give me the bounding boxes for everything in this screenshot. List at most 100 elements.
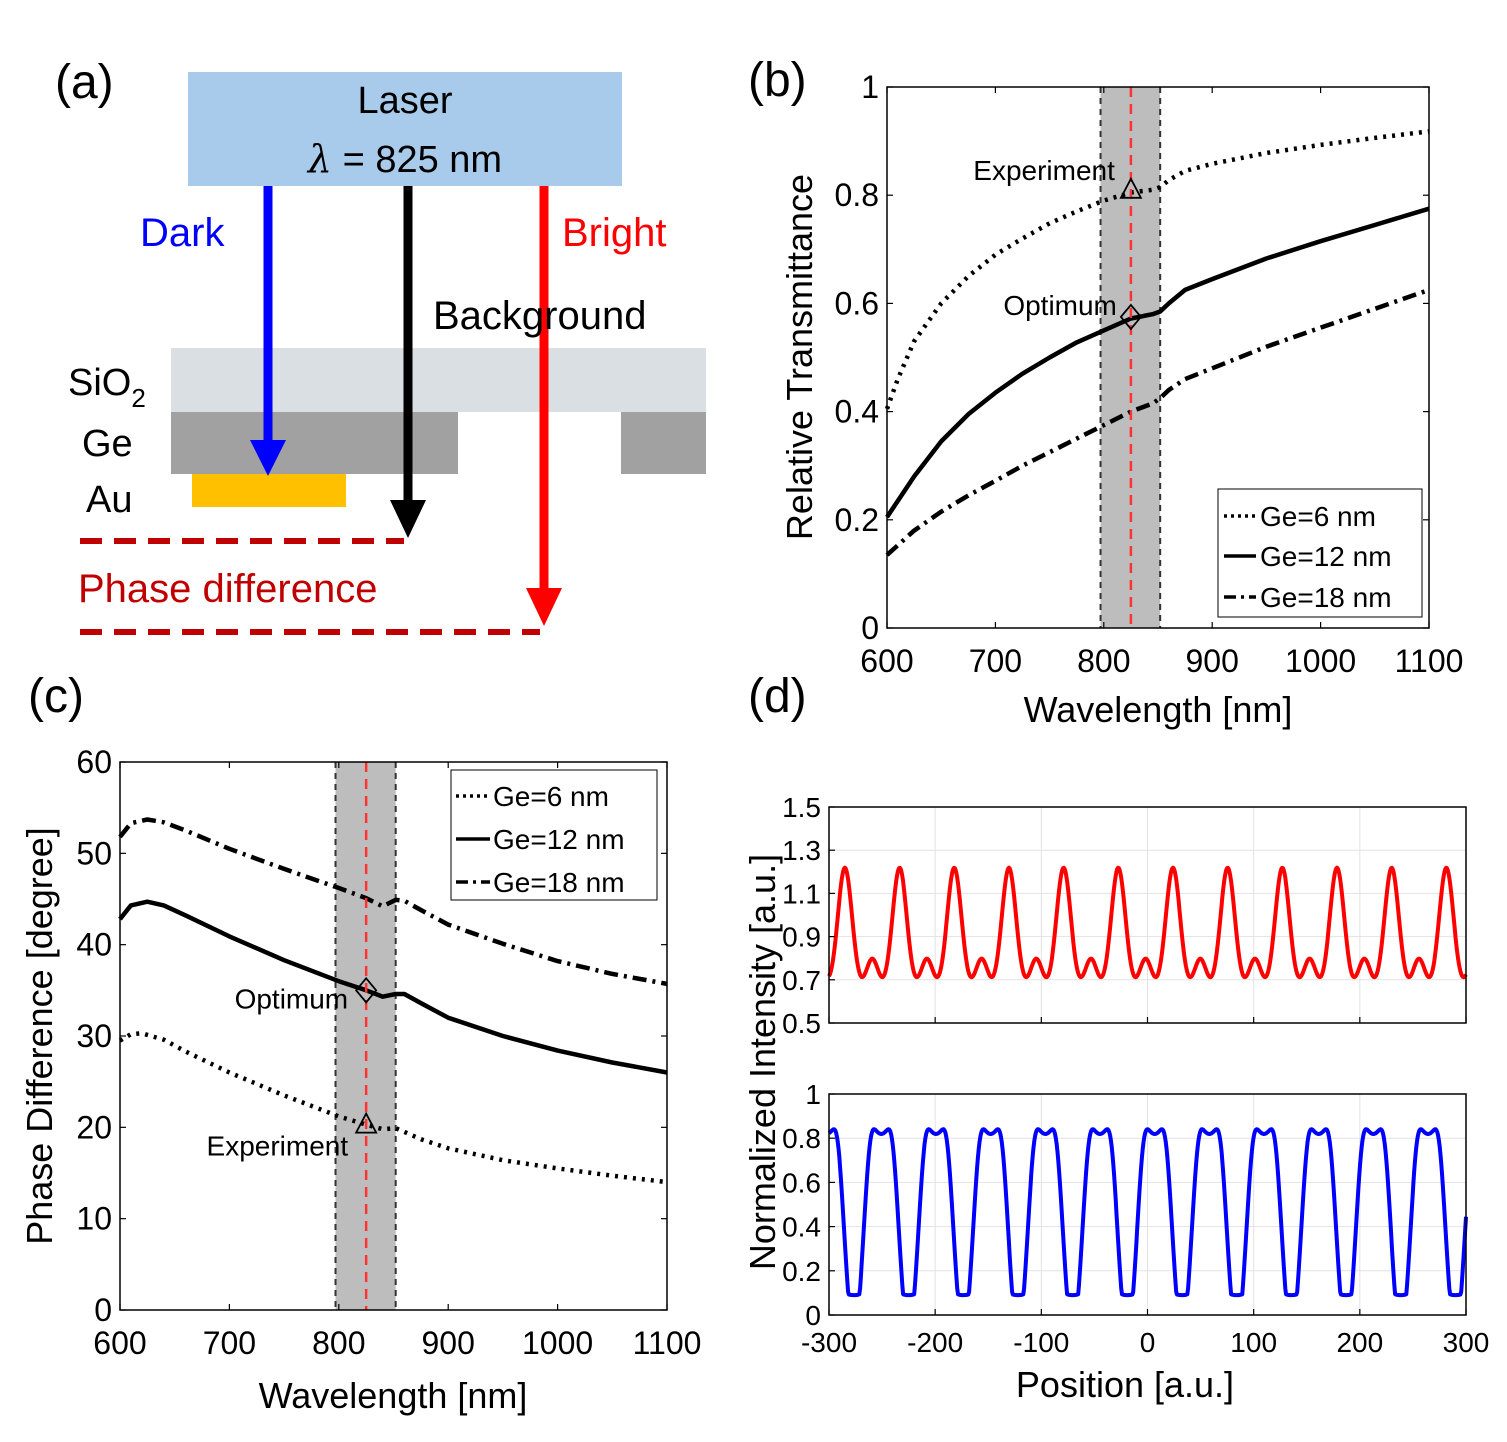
sio2-layer (171, 348, 706, 412)
ge-label: Ge (82, 423, 133, 465)
panel-c-legend-18nm: Ge=18 nm (493, 867, 625, 898)
panel-d-ytick-label: 0.5 (782, 1008, 821, 1039)
panel-d-xlabel: Position [a.u.] (1016, 1364, 1234, 1405)
sio2-label-main: SiO (68, 362, 131, 404)
bright-arrow-head (526, 588, 562, 626)
panel-d-ticks: 0.5 0.7 0.9 1.1 1.3 1.5 -300 -200 -100 0 100 200 300… (782, 792, 1489, 1358)
panel-d-top-grid (828, 806, 1467, 1024)
panel-b-x-ticks: 600 700 800 900 1000 1100 (860, 87, 1463, 679)
b-series-ge-12-nm (885, 206, 1430, 519)
panel-c-xlabel: Wavelength [nm] (259, 1375, 528, 1416)
b-annotation-optimum: Optimum (1003, 290, 1117, 321)
panel-d-ytick-label: 1.3 (782, 835, 821, 866)
lambda-value: = 825 nm (332, 139, 502, 181)
c-annotation-experiment: Experiment (207, 1131, 349, 1162)
panel-b-annotations: Experiment Optimum (973, 87, 1143, 628)
c-ytick-label: 20 (76, 1109, 112, 1145)
panel-d-xtick-label: -300 (801, 1327, 857, 1358)
panel-c-legend-box (450, 769, 658, 901)
dark-label: Dark (140, 211, 225, 255)
b-xtick-label: 700 (969, 643, 1022, 679)
panel-b-legend-12nm: Ge=12 nm (1260, 541, 1392, 572)
panel-d-ytick-label: 0.4 (782, 1212, 821, 1243)
panel-d-curves (827, 865, 1468, 1298)
panel-d-ytick-label: 0.9 (782, 922, 821, 953)
au-pad (192, 474, 346, 507)
b-ytick-label: 0 (861, 610, 879, 646)
panel-c-legend-6nm: Ge=6 nm (493, 781, 609, 812)
panel-b-series (884, 129, 1430, 557)
panel-d-bottom-grid (828, 1093, 1467, 1316)
background-arrow-head (390, 500, 426, 538)
b-xtick-label: 600 (860, 643, 913, 679)
panel-d-ytick-label: 1.5 (782, 792, 821, 823)
panel-d-ytick-label: 0.7 (782, 965, 821, 996)
c-xtick-label: 900 (422, 1325, 475, 1361)
panel-d-ytick-label: 0.6 (782, 1167, 821, 1198)
panel-d: (d) 0.5 0.7 0.9 1.1 1.3 1.5 -300 -200 -100 0 100 20… (742, 670, 1489, 1405)
panel-d-xtick-label: -100 (1013, 1327, 1069, 1358)
dark-arrow-head (250, 440, 286, 476)
bright-label: Bright (562, 211, 667, 255)
b-xtick-label: 800 (1077, 643, 1130, 679)
sio2-label-subscript: 2 (131, 383, 145, 413)
panel-c-label: (c) (28, 670, 84, 723)
b-xtick-label: 1000 (1285, 643, 1356, 679)
c-optimum-marker (354, 976, 378, 1004)
laser-wavelength: λ = 825 nm (306, 137, 502, 181)
panel-a-label: (a) (55, 56, 114, 109)
c-series-ge-18-nm (118, 817, 668, 987)
phase-difference-label: Phase difference (78, 567, 377, 611)
c-xtick-label: 800 (312, 1325, 365, 1361)
ge-layer-left (171, 412, 458, 474)
b-xtick-label: 900 (1186, 643, 1239, 679)
panel-d-ytick-label: 0.2 (782, 1256, 821, 1287)
b-ytick-label: 0.6 (835, 285, 879, 321)
panel-d-xtick-label: 200 (1336, 1327, 1383, 1358)
c-ytick-label: 40 (76, 927, 112, 963)
b-ytick-label: 1 (861, 69, 879, 105)
panel-c: (c) Optimum Experiment 600 700 800 900 1000 11… (19, 670, 701, 1416)
c-ytick-label: 0 (94, 1292, 112, 1328)
ge-layer-right (621, 412, 706, 474)
background-label: Background (433, 294, 646, 338)
c-ytick-label: 10 (76, 1201, 112, 1237)
panel-c-annotations: Optimum Experiment (207, 762, 378, 1310)
panel-d-ytick-label: 1.1 (782, 878, 821, 909)
b-experiment-marker (1119, 176, 1143, 199)
c-xtick-label: 700 (203, 1325, 256, 1361)
c-xtick-label: 1000 (522, 1325, 593, 1361)
c-xtick-label: 1100 (633, 1325, 702, 1361)
panel-b-y-ticks: 0 0.2 0.4 0.6 0.8 1 (835, 69, 1429, 646)
panel-d-dark-curve (827, 1127, 1468, 1298)
panel-c-ylabel: Phase Difference [degree] (19, 827, 60, 1245)
panel-b-xlabel: Wavelength [nm] (1024, 689, 1293, 730)
panel-b-legend-6nm: Ge=6 nm (1260, 501, 1376, 532)
b-ytick-label: 0.8 (835, 177, 879, 213)
au-label: Au (86, 479, 132, 521)
b-optimum-marker (1119, 303, 1143, 331)
c-ytick-label: 30 (76, 1018, 112, 1054)
c-ytick-label: 50 (76, 835, 112, 871)
sio2-label: SiO2 (68, 362, 146, 413)
panel-d-ytick-label: 0.8 (782, 1123, 821, 1154)
c-annotation-optimum: Optimum (235, 983, 349, 1014)
panel-d-label: (d) (748, 670, 807, 723)
b-ytick-label: 0.4 (835, 394, 879, 430)
panel-c-legend-12nm: Ge=12 nm (493, 824, 625, 855)
panel-d-ytick-label: 0 (805, 1300, 821, 1331)
c-xtick-label: 600 (93, 1325, 146, 1361)
panel-d-xtick-label: -200 (907, 1327, 963, 1358)
panel-a: (a) Laser λ = 825 nm SiO2 Ge Au Dark Bri… (55, 56, 706, 635)
panel-c-legend: Ge=6 nm Ge=12 nm Ge=18 nm (450, 769, 658, 901)
panel-d-xtick-label: 0 (1140, 1327, 1156, 1358)
laser-box (188, 72, 622, 186)
panel-b-ylabel: Relative Transmittance (779, 174, 820, 540)
panel-b-axes-box (886, 86, 1430, 629)
b-annotation-experiment: Experiment (973, 155, 1115, 186)
c-experiment-marker (354, 1111, 378, 1134)
b-series-ge-18-nm (885, 287, 1430, 557)
panel-c-y-ticks: 0 10 20 30 40 50 60 (76, 744, 667, 1328)
